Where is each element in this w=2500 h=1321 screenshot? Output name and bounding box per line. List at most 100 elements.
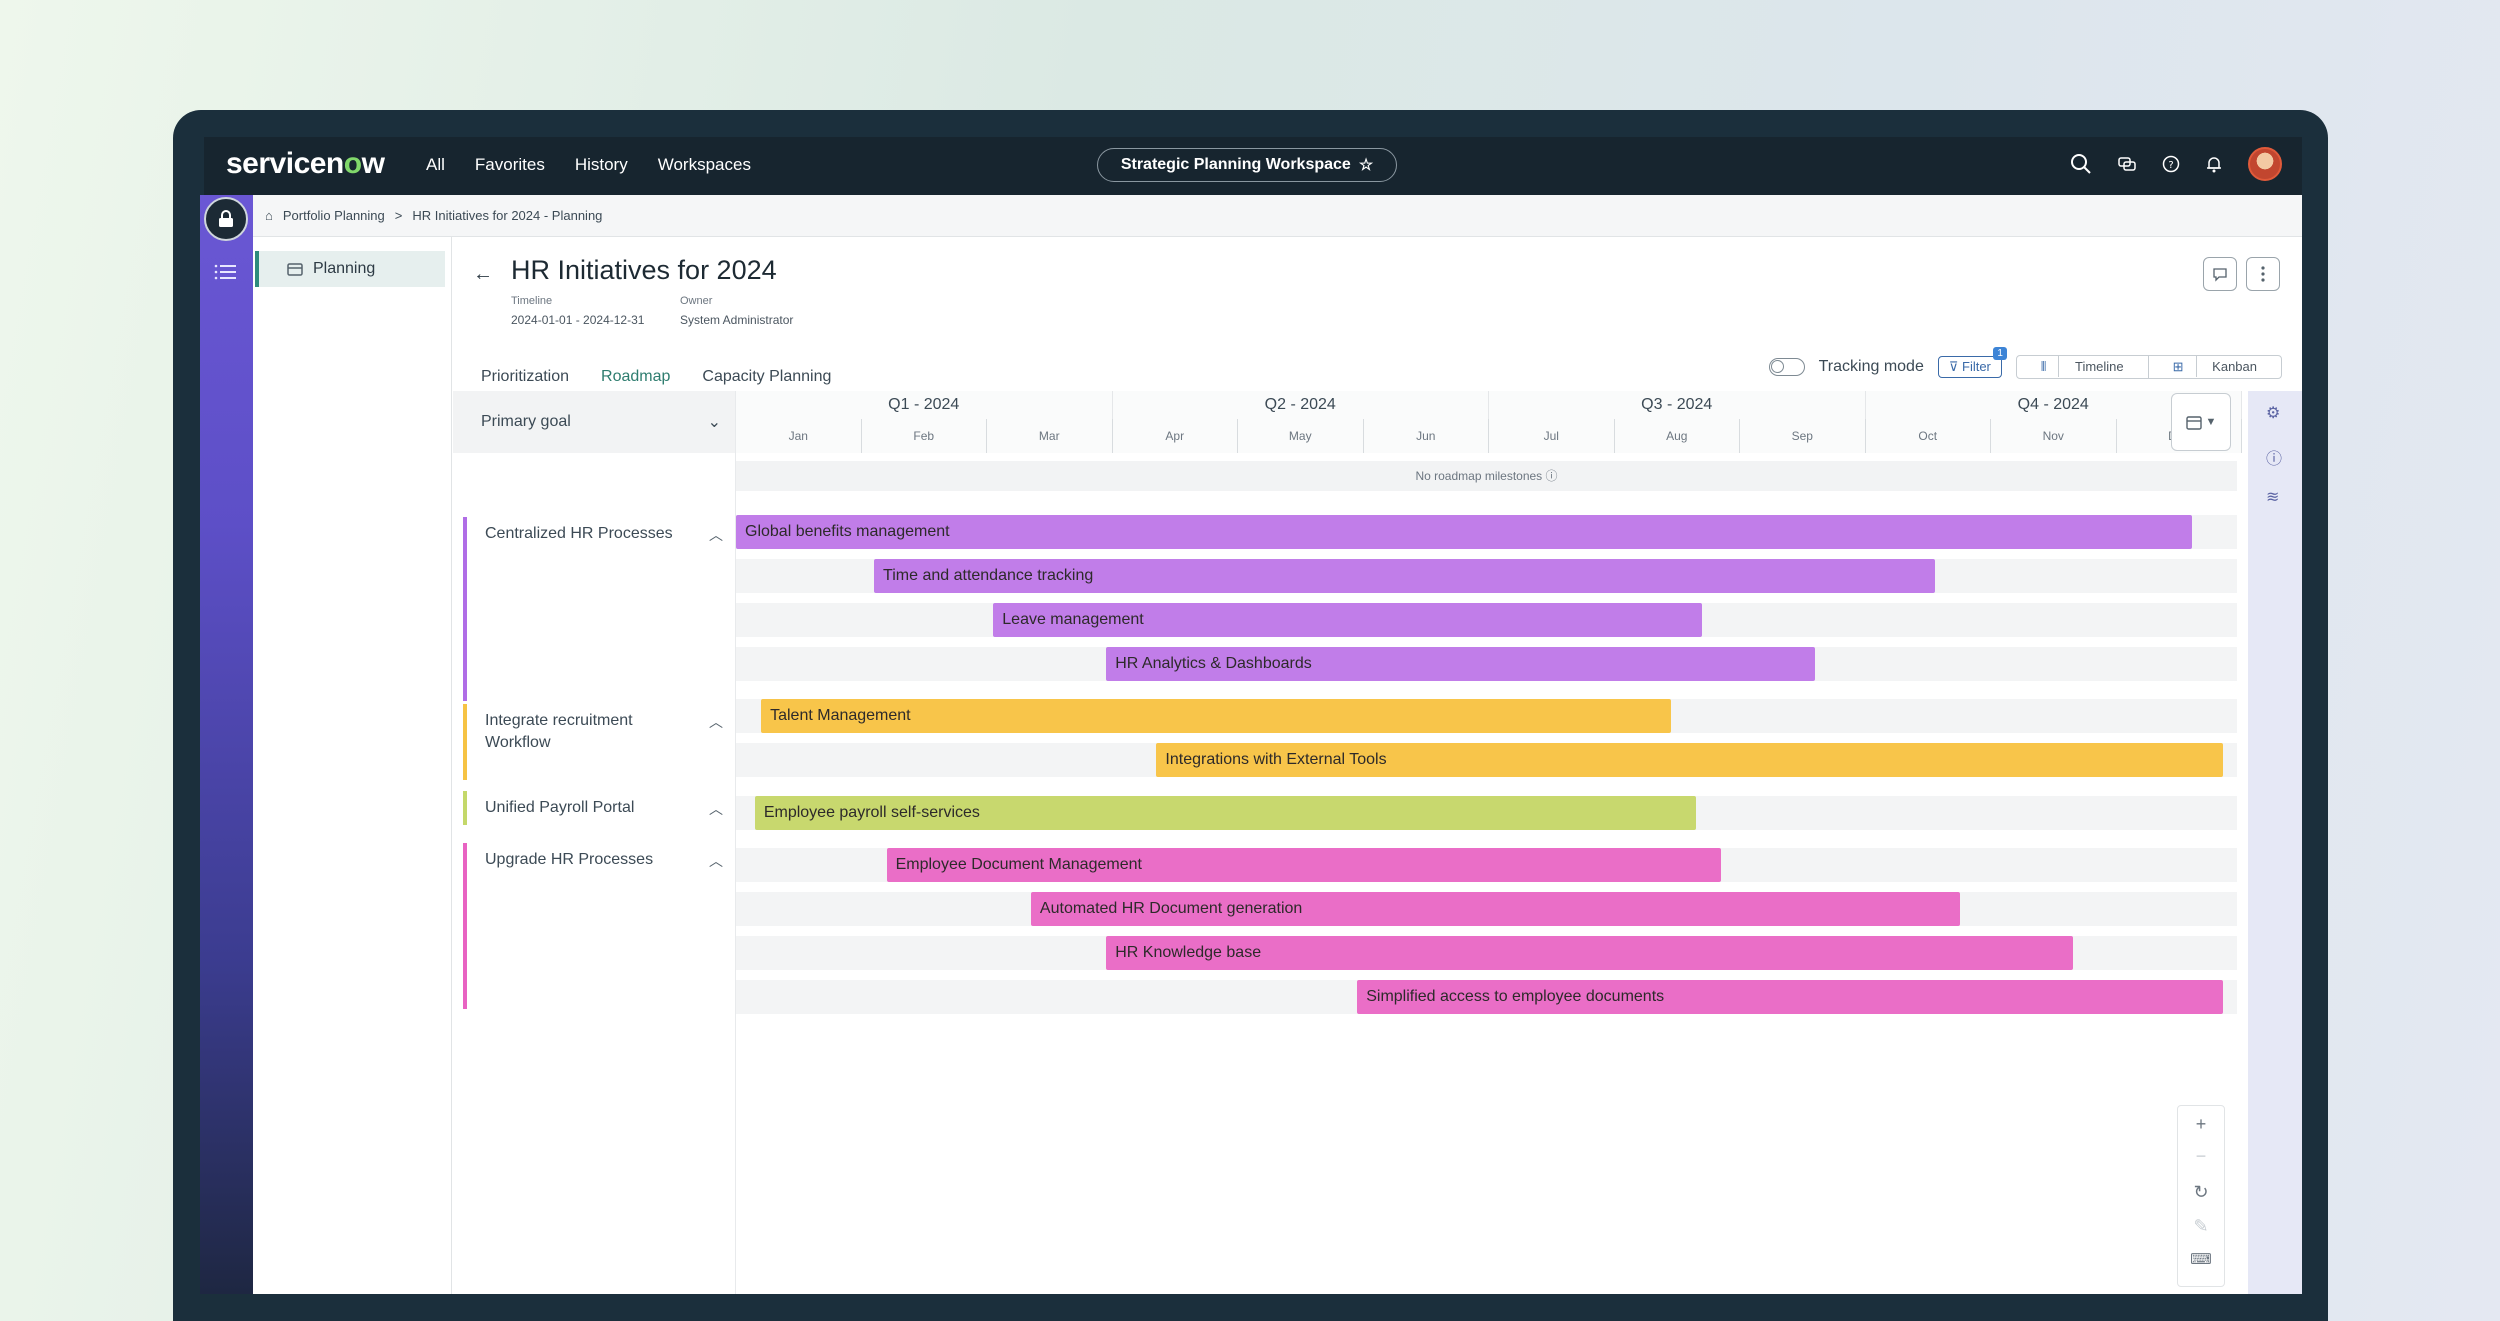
- gantt-bar[interactable]: Simplified access to employee documents: [1357, 980, 2224, 1014]
- settings-icon[interactable]: ⚙: [2266, 405, 2281, 422]
- nav-all[interactable]: All: [426, 155, 445, 174]
- breadcrumb-current: HR Initiatives for 2024 - Planning: [412, 208, 603, 223]
- quarter-header: Q3 - 2024: [1489, 391, 1866, 419]
- reset-icon[interactable]: ↻: [2193, 1182, 2209, 1202]
- caret-down-icon: ▼: [2205, 416, 2217, 428]
- chevron-up-icon[interactable]: ︿: [709, 527, 723, 543]
- info-circle-icon[interactable]: ⓘ: [2266, 451, 2283, 468]
- timeline-view-label: Timeline: [2074, 359, 2124, 374]
- page-title: HR Initiatives for 2024: [511, 255, 777, 285]
- user-avatar[interactable]: [2248, 147, 2282, 181]
- layers-icon[interactable]: ≋: [2266, 489, 2280, 506]
- month-header: Jul: [1489, 419, 1615, 453]
- breadcrumb: ⌂ Portfolio Planning > HR Initiatives fo…: [253, 195, 2302, 237]
- goal-group-centralized: Centralized HR Processes ︿: [463, 517, 727, 701]
- bell-icon[interactable]: [2206, 155, 2222, 173]
- primary-goal-dropdown[interactable]: Primary goal ⌄: [453, 391, 735, 453]
- goal-label: Upgrade HR Processes: [485, 851, 654, 868]
- calendar-icon: [2185, 415, 2202, 430]
- top-navigation-bar: servicenow All Favorites History Workspa…: [204, 137, 2302, 195]
- month-header: Sep: [1740, 419, 1866, 453]
- edit-icon[interactable]: ✎: [2193, 1216, 2209, 1236]
- view-controls: Tracking mode ⊽ Filter 1 ⫴ Timeline ⊞ Ka…: [1768, 347, 2282, 379]
- tab-capacity-planning[interactable]: Capacity Planning: [702, 368, 832, 385]
- filter-button[interactable]: ⊽ Filter 1: [1937, 347, 2007, 378]
- gantt-bar[interactable]: Talent Management: [761, 699, 1671, 733]
- tab-prioritization[interactable]: Prioritization: [481, 368, 570, 385]
- info-icon[interactable]: ⓘ: [1545, 469, 1558, 483]
- main-nav: All Favorites History Workspaces: [426, 155, 751, 175]
- chevron-up-icon[interactable]: ︿: [709, 714, 723, 730]
- view-switch: ⫴ Timeline ⊞ Kanban: [2015, 355, 2282, 379]
- month-header: Apr: [1112, 419, 1238, 453]
- month-header: May: [1238, 419, 1364, 453]
- nav-favorites[interactable]: Favorites: [474, 155, 545, 174]
- timeline-label: Timeline: [511, 295, 553, 307]
- star-icon[interactable]: ☆: [1358, 157, 1374, 174]
- month-header: Jun: [1363, 419, 1489, 453]
- workspace-pill[interactable]: Strategic Planning Workspace ☆: [1097, 148, 1397, 182]
- timeline-view-button[interactable]: ⫴ Timeline: [2017, 356, 2149, 378]
- date-range-button[interactable]: ▼: [2171, 393, 2231, 451]
- kebab-icon: [2261, 266, 2265, 282]
- tracking-mode-toggle[interactable]: [1768, 358, 1805, 376]
- gantt-bar[interactable]: Leave management: [993, 603, 1703, 637]
- kanban-view-button[interactable]: ⊞ Kanban: [2149, 356, 2281, 378]
- timeline-value: 2024-01-01 - 2024-12-31: [511, 313, 645, 327]
- month-header: Oct: [1865, 419, 1991, 453]
- lock-icon[interactable]: [204, 197, 248, 241]
- filter-icon: ⊽: [1948, 359, 1959, 374]
- month-header: Feb: [861, 419, 987, 453]
- gantt-bar[interactable]: Automated HR Document generation: [1030, 892, 1960, 926]
- search-icon[interactable]: [2070, 153, 2092, 175]
- owner-value: System Administrator: [680, 313, 794, 327]
- nav-workspaces[interactable]: Workspaces: [657, 155, 751, 174]
- sidenav-item-label: Planning: [313, 260, 376, 277]
- chevron-up-icon[interactable]: ︿: [709, 801, 723, 817]
- owner-label: Owner: [680, 295, 713, 307]
- top-icons: ?: [2070, 147, 2282, 181]
- home-icon[interactable]: ⌂: [265, 208, 273, 223]
- back-arrow-icon[interactable]: ←: [473, 263, 493, 285]
- gantt-bar[interactable]: HR Knowledge base: [1106, 936, 2073, 970]
- zoom-out-icon[interactable]: −: [2195, 1146, 2207, 1166]
- servicenow-logo[interactable]: servicenow: [226, 147, 385, 180]
- roadmap-chart: Q1 - 2024 Q2 - 2024 Q3 - 2024 Q4 - 2024 Jan F…: [736, 391, 2242, 1294]
- goal-label: Centralized HR Processes: [485, 525, 673, 542]
- month-header: Mar: [987, 419, 1113, 453]
- breadcrumb-root[interactable]: Portfolio Planning: [282, 208, 385, 223]
- sidenav-item-planning[interactable]: Planning: [255, 251, 445, 287]
- gantt-bar[interactable]: Time and attendance tracking: [874, 559, 1935, 593]
- view-tabs: Prioritization Roadmap Capacity Planning: [467, 360, 849, 397]
- more-options-button[interactable]: [2246, 257, 2280, 291]
- gantt-bar[interactable]: Integrations with External Tools: [1156, 743, 2224, 777]
- goal-label: Integrate recruitment Workflow: [485, 712, 633, 751]
- list-menu-icon[interactable]: [214, 264, 238, 285]
- keyboard-icon[interactable]: ⌨: [2190, 1251, 2212, 1268]
- month-header: Nov: [1991, 419, 2117, 453]
- chevron-up-icon[interactable]: ︿: [709, 853, 723, 869]
- nav-history[interactable]: History: [574, 155, 628, 174]
- kanban-icon: ⊞: [2160, 356, 2197, 377]
- planning-icon: [287, 262, 303, 276]
- help-icon[interactable]: ?: [2162, 155, 2180, 173]
- goal-label: Unified Payroll Portal: [485, 799, 635, 816]
- chevron-down-icon: ⌄: [707, 414, 721, 431]
- chat-icon[interactable]: [2118, 155, 2136, 173]
- zoom-in-icon[interactable]: +: [2195, 1114, 2207, 1134]
- gantt-bar[interactable]: HR Analytics & Dashboards: [1106, 647, 1816, 681]
- kanban-view-label: Kanban: [2212, 359, 2257, 374]
- month-header: Aug: [1614, 419, 1740, 453]
- gantt-bar[interactable]: Employee Document Management: [886, 848, 1722, 882]
- goal-column: Primary goal ⌄ Centralized HR Processes …: [453, 391, 736, 1294]
- gantt-bar[interactable]: Employee payroll self-services: [754, 796, 1697, 830]
- quarter-header: Q2 - 2024: [1112, 391, 1489, 419]
- comment-button[interactable]: [2203, 257, 2237, 291]
- zoom-panel: + − ↻ ✎ ⌨: [2177, 1105, 2225, 1287]
- month-header: Jan: [736, 419, 862, 453]
- left-rail: [200, 195, 253, 1294]
- gantt-bar[interactable]: Global benefits management: [736, 515, 2192, 549]
- quarter-header: Q1 - 2024: [736, 391, 1113, 419]
- goal-group-payroll: Unified Payroll Portal ︿: [463, 791, 727, 825]
- goal-group-recruitment: Integrate recruitment Workflow ︿: [463, 704, 727, 780]
